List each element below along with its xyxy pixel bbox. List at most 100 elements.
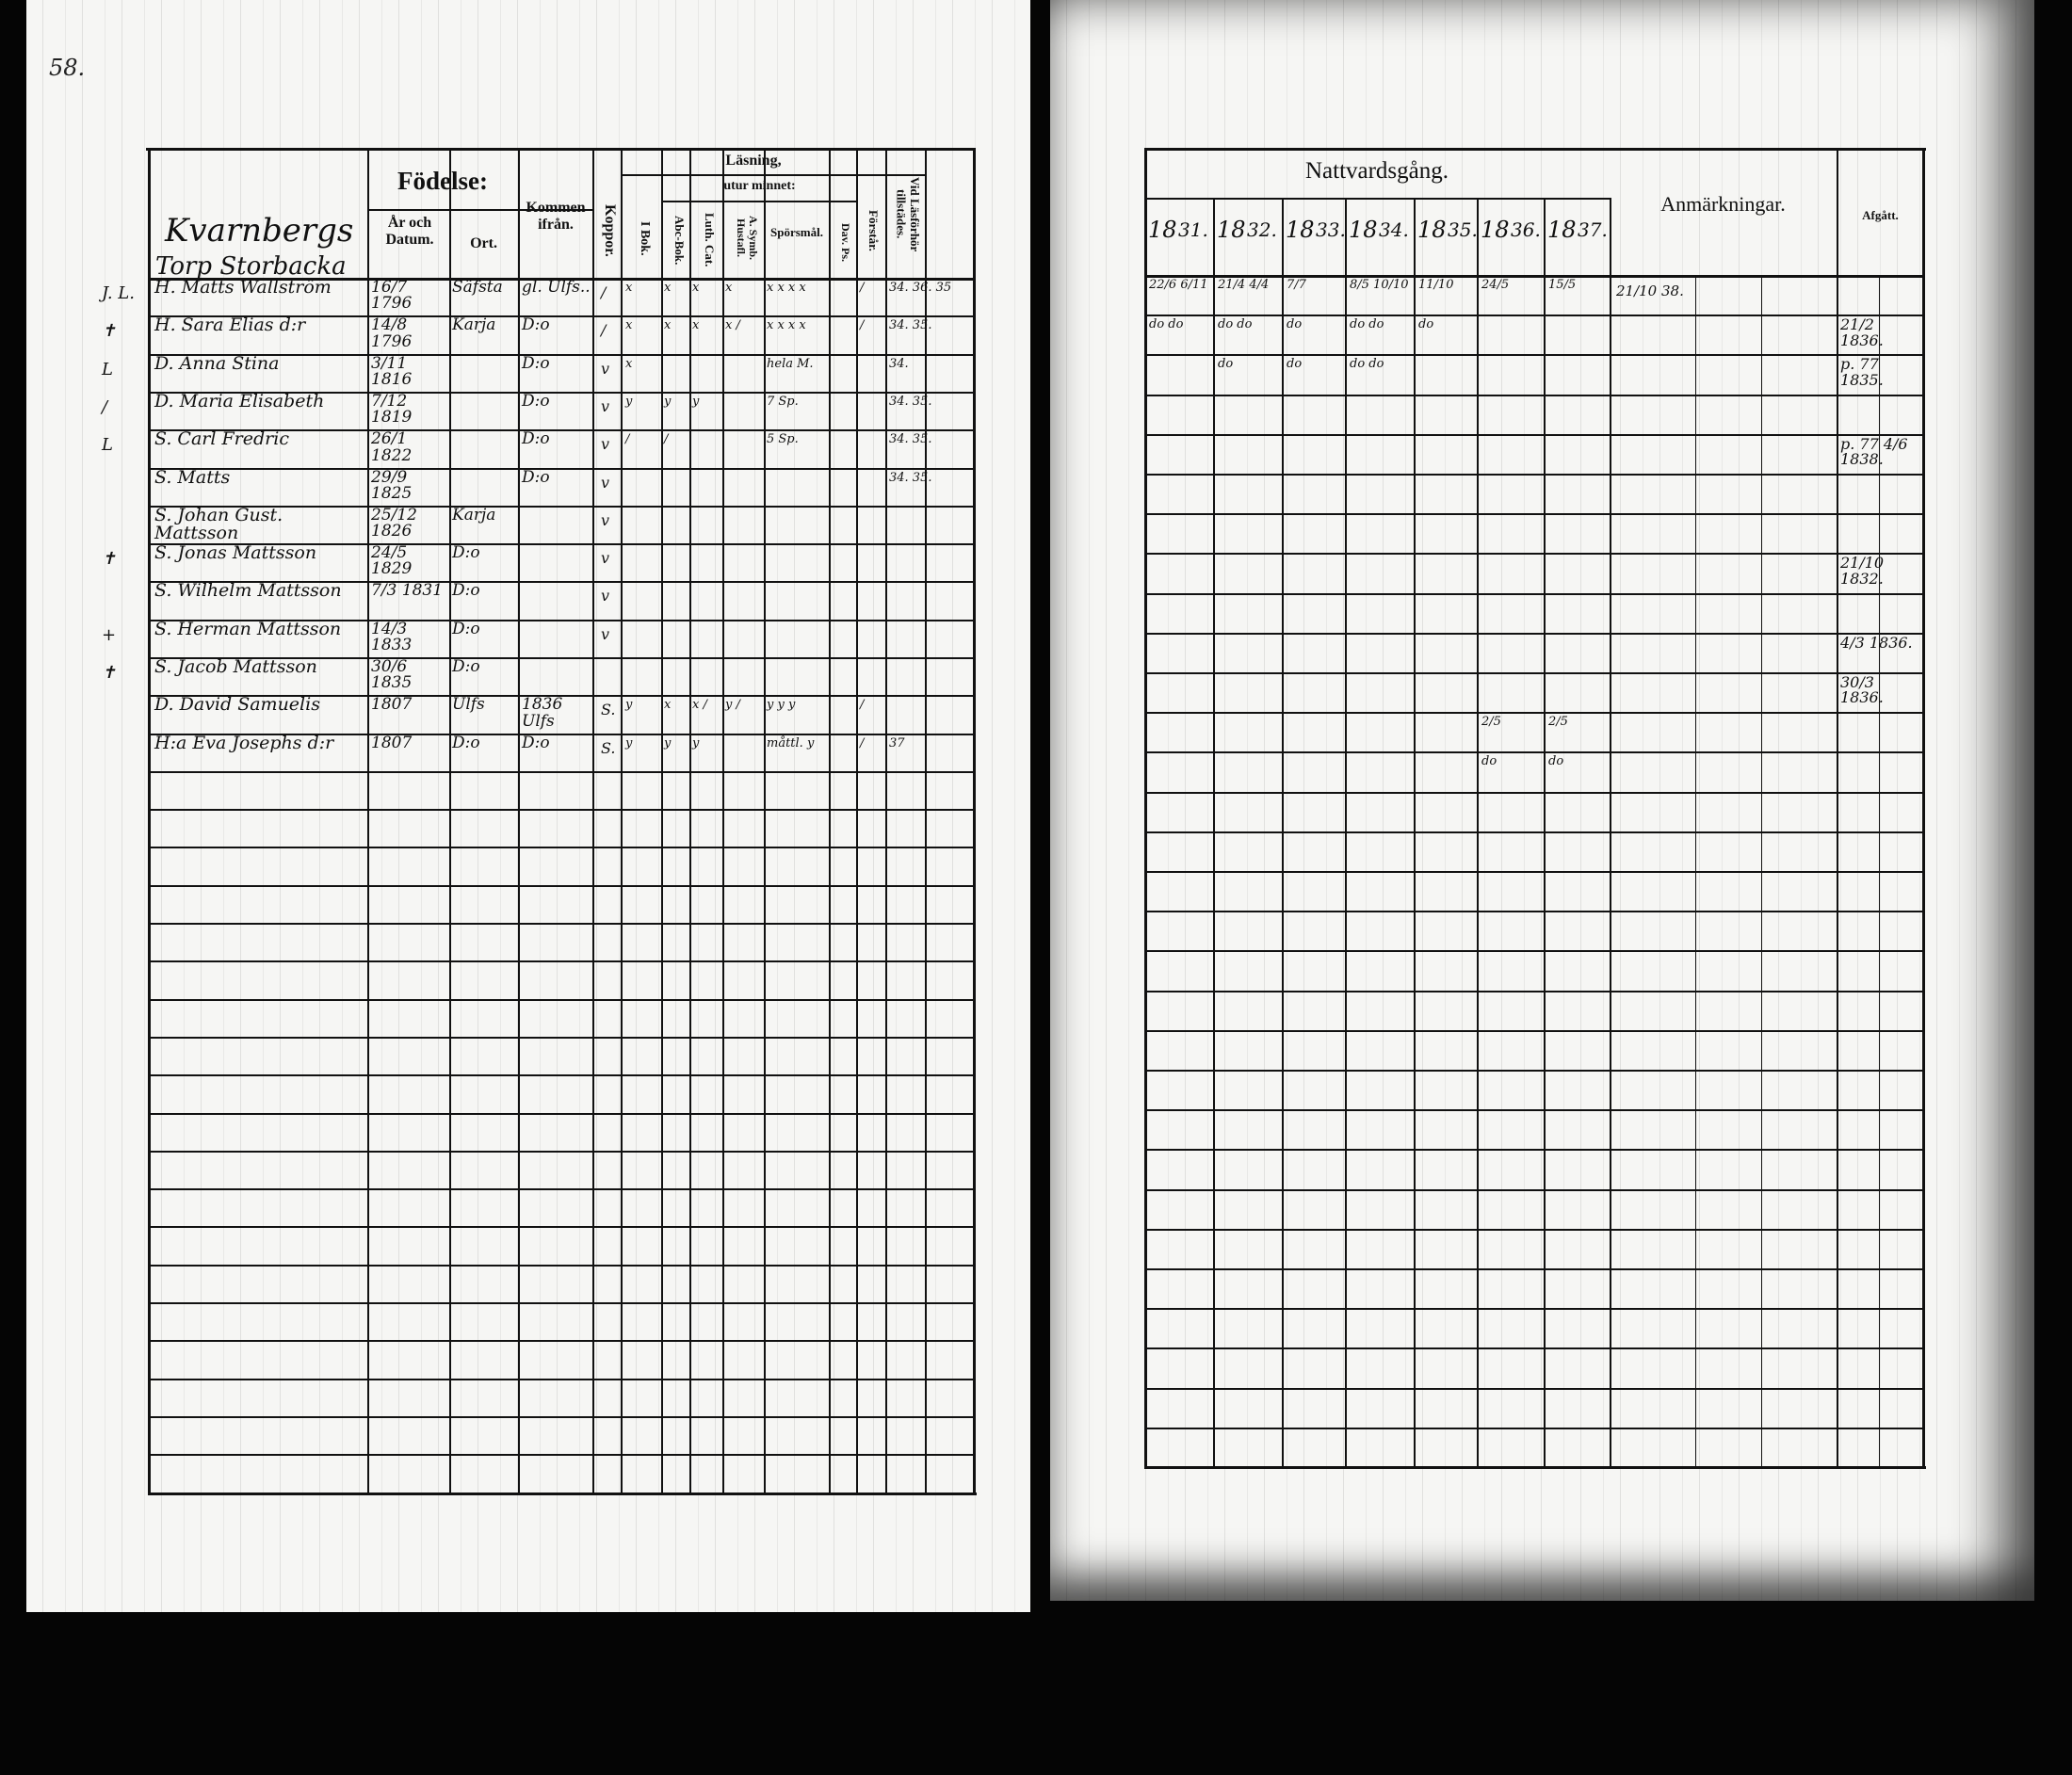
rule-line xyxy=(621,174,925,176)
row-rule xyxy=(1144,1229,1924,1231)
reading-mark-forst: / xyxy=(860,698,865,713)
column-rule xyxy=(829,148,831,1493)
row-rule xyxy=(1144,1149,1924,1151)
row-rule xyxy=(1144,553,1924,555)
reading-mark-luth: x / xyxy=(692,698,707,713)
row-rule xyxy=(148,1340,975,1342)
header-rule xyxy=(1144,275,1924,278)
departure-date: 21/10 1832. xyxy=(1840,554,1885,588)
came-from: 1836 Ulfs xyxy=(522,695,563,731)
year-suffix: 36. xyxy=(1511,218,1541,241)
reading-mark-vid: 34. 35. xyxy=(889,318,932,333)
reading-mark-abc: x xyxy=(664,698,672,713)
year-prefix: 18 xyxy=(1481,217,1510,243)
column-rule xyxy=(661,148,663,1493)
row-rule xyxy=(1144,1428,1924,1429)
reading-mark-spors: x x x x xyxy=(767,281,806,295)
row-rule xyxy=(148,771,975,773)
row-rule xyxy=(1144,1189,1924,1191)
row-rule xyxy=(148,1302,975,1304)
row-rule xyxy=(148,354,975,356)
reading-mark-vid: 34. 35. xyxy=(889,432,932,447)
birth-place: D:o xyxy=(452,543,480,563)
column-rule xyxy=(689,148,691,1493)
birth-place: Karja xyxy=(452,315,496,335)
rule-line xyxy=(1144,198,1610,200)
header-ort: Ort. xyxy=(470,235,497,251)
came-from: D:o xyxy=(522,733,550,752)
reading-mark-symb: x / xyxy=(725,318,740,333)
row-mark: + xyxy=(102,624,117,645)
reading-mark-abc: y xyxy=(664,735,672,750)
birth-date: 1807 xyxy=(371,695,413,715)
header-abc-bok: Abc-Bok. xyxy=(672,215,687,266)
column-rule xyxy=(885,148,887,1493)
row-rule xyxy=(148,1151,975,1153)
row-mark: J. L. xyxy=(102,283,135,303)
birth-date: 29/9 1825 xyxy=(371,467,413,503)
row-rule xyxy=(148,1379,975,1380)
departure-date: 21/2 1836. xyxy=(1840,315,1884,349)
row-mark: / xyxy=(102,396,108,417)
came-from: D:o xyxy=(522,315,550,335)
came-from: gl. Ulfs.. xyxy=(522,278,591,297)
communion-date: do xyxy=(1548,754,1564,769)
reading-mark-vid: 37 xyxy=(889,735,905,750)
column-rule xyxy=(1837,148,1838,1466)
reading-mark-forst: / xyxy=(860,281,865,295)
smallpox-mark: S. xyxy=(601,738,616,757)
smallpox-mark: v xyxy=(601,435,610,454)
column-rule xyxy=(621,148,623,1493)
row-rule xyxy=(1144,1268,1924,1270)
person-name: H. Matts Wallström xyxy=(154,277,332,298)
communion-date: do xyxy=(1287,357,1303,372)
birth-date: 30/6 1835 xyxy=(371,657,413,693)
header-anmarkningar: Anmärkningar. xyxy=(1660,192,1786,216)
reading-mark-luth: x xyxy=(692,281,700,295)
birth-date: 3/11 1816 xyxy=(371,353,413,389)
year-suffix: 31. xyxy=(1178,218,1208,241)
row-rule xyxy=(148,1454,975,1456)
person-name: S. Jacob Mattsson xyxy=(154,656,317,677)
reading-mark-symb: y / xyxy=(725,698,740,713)
row-mark: L xyxy=(102,359,113,379)
communion-date: 21/4 4/4 xyxy=(1218,278,1270,292)
row-rule xyxy=(1144,354,1924,356)
person-name: H:a Eva Josephs d:r xyxy=(154,732,334,753)
row-rule xyxy=(148,809,975,811)
row-rule xyxy=(148,1188,975,1190)
row-rule xyxy=(148,543,975,545)
column-rule xyxy=(925,148,927,1493)
communion-date: 11/10 xyxy=(1418,278,1454,292)
row-rule xyxy=(1144,831,1924,833)
reading-mark-ibok: y xyxy=(625,735,633,750)
communion-date: 24/5 xyxy=(1481,278,1510,292)
year-prefix: 18 xyxy=(1349,217,1378,243)
row-rule xyxy=(148,923,975,925)
reading-mark-ibok: x xyxy=(625,281,633,295)
departure-date: 30/3 1836. xyxy=(1840,673,1884,707)
birth-place: D:o xyxy=(452,619,480,638)
remark: 21/10 38. xyxy=(1616,282,1684,299)
row-mark: ✝ xyxy=(102,321,117,342)
person-name: H. Sara Elias d:r xyxy=(154,315,306,336)
row-rule xyxy=(148,581,975,583)
header-lasning: Läsning, xyxy=(725,153,782,169)
person-name: S. Matts xyxy=(154,466,231,488)
row-rule xyxy=(1144,633,1924,635)
row-rule xyxy=(148,315,975,317)
communion-date: 7/7 xyxy=(1287,278,1306,292)
came-from: D:o xyxy=(522,467,550,487)
row-rule xyxy=(148,960,975,962)
table-border xyxy=(146,148,975,151)
year-prefix: 18 xyxy=(1417,217,1447,243)
row-rule xyxy=(148,1265,975,1267)
row-rule xyxy=(148,885,975,887)
smallpox-mark: v xyxy=(601,549,610,568)
row-rule xyxy=(1144,513,1924,515)
smallpox-mark: v xyxy=(601,587,610,605)
year-suffix: 34. xyxy=(1379,218,1409,241)
row-mark: L xyxy=(102,435,113,456)
table-border xyxy=(1144,148,1926,151)
reading-mark-abc: y xyxy=(664,394,672,409)
